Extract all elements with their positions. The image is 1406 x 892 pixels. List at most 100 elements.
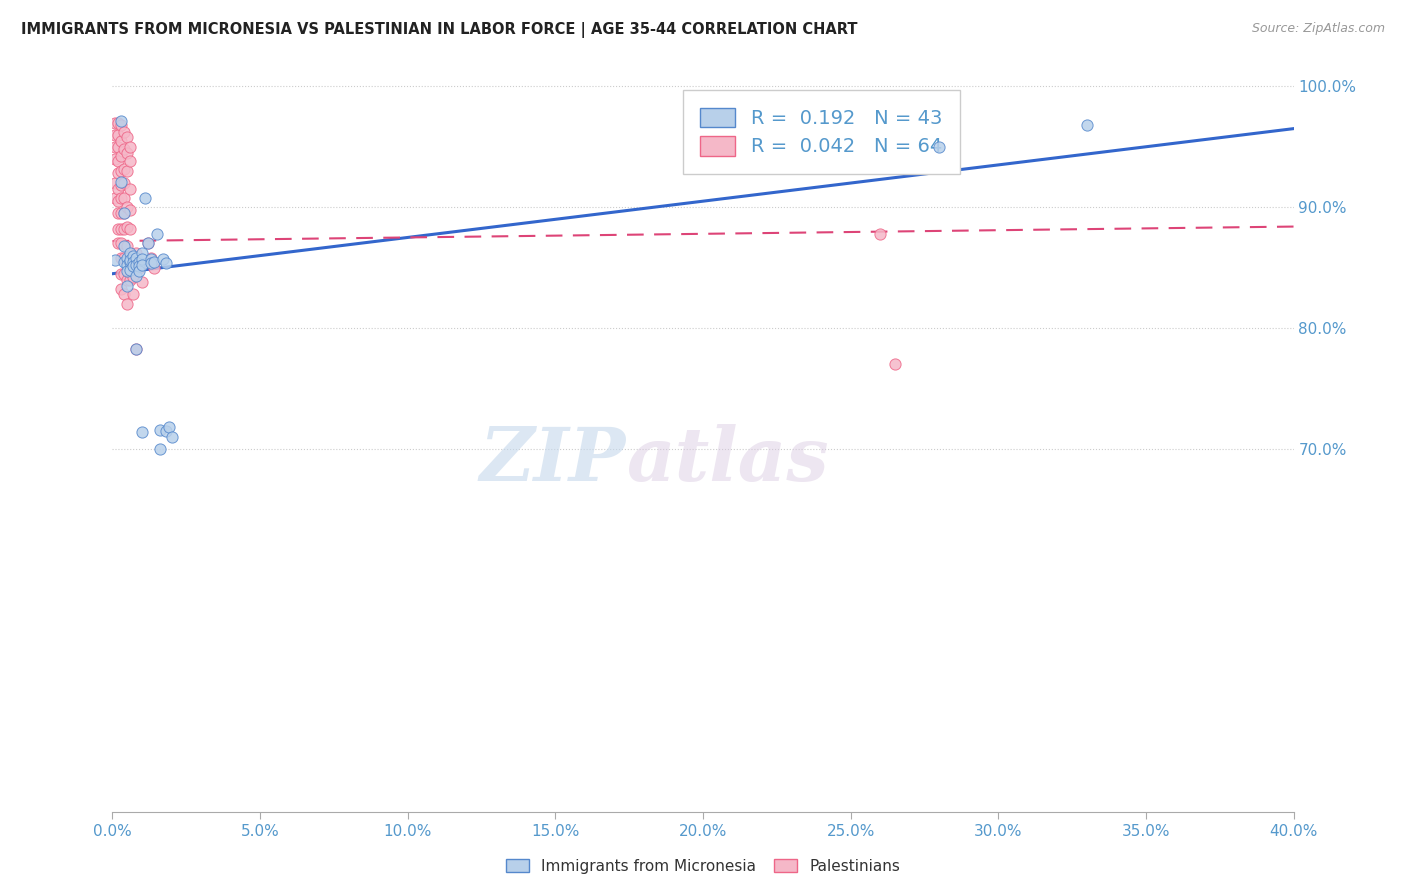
- Point: [120, 202, 142, 217]
- Point: [128, 264, 150, 278]
- Point: [117, 130, 138, 145]
- Point: [107, 128, 129, 142]
- Point: [128, 260, 150, 275]
- Point: [110, 251, 132, 265]
- Point: [131, 258, 153, 272]
- Point: [120, 222, 142, 236]
- Point: [110, 190, 132, 204]
- Point: [107, 182, 129, 196]
- Point: [112, 251, 135, 265]
- Point: [120, 182, 142, 196]
- Point: [117, 219, 138, 234]
- Point: [107, 140, 129, 154]
- Point: [155, 424, 177, 438]
- Point: [104, 128, 127, 142]
- Point: [112, 190, 135, 204]
- Point: [142, 254, 165, 268]
- Point: [122, 249, 145, 263]
- Point: [110, 282, 132, 296]
- Point: [122, 254, 145, 268]
- Point: [110, 164, 132, 178]
- Point: [120, 140, 142, 154]
- Point: [134, 190, 156, 204]
- Point: [131, 246, 153, 260]
- Point: [125, 251, 148, 265]
- Point: [107, 206, 129, 220]
- Point: [107, 166, 129, 180]
- Point: [152, 252, 174, 267]
- Legend: Immigrants from Micronesia, Palestinians: Immigrants from Micronesia, Palestinians: [499, 853, 907, 880]
- Point: [149, 442, 172, 456]
- Point: [107, 222, 129, 236]
- Point: [104, 176, 127, 190]
- Point: [146, 227, 169, 241]
- Point: [117, 145, 138, 160]
- Text: IMMIGRANTS FROM MICRONESIA VS PALESTINIAN IN LABOR FORCE | AGE 35-44 CORRELATION: IMMIGRANTS FROM MICRONESIA VS PALESTINIA…: [21, 22, 858, 38]
- Point: [120, 273, 142, 287]
- Point: [110, 236, 132, 251]
- Point: [131, 252, 153, 267]
- Text: atlas: atlas: [626, 425, 830, 497]
- Point: [112, 176, 135, 190]
- Point: [149, 423, 172, 437]
- Point: [110, 206, 132, 220]
- Text: Source: ZipAtlas.com: Source: ZipAtlas.com: [1251, 22, 1385, 36]
- Point: [120, 253, 142, 268]
- Point: [125, 342, 148, 356]
- Point: [131, 275, 153, 289]
- Point: [125, 258, 148, 272]
- Point: [928, 140, 950, 154]
- Point: [112, 161, 135, 176]
- Point: [107, 154, 129, 169]
- Point: [104, 190, 127, 204]
- Point: [112, 222, 135, 236]
- Point: [107, 236, 129, 251]
- Point: [117, 273, 138, 287]
- Point: [104, 152, 127, 166]
- Point: [110, 222, 132, 236]
- Point: [117, 278, 138, 293]
- Point: [122, 253, 145, 268]
- Point: [136, 236, 159, 251]
- Point: [104, 140, 127, 154]
- Point: [107, 194, 129, 209]
- Point: [117, 251, 138, 265]
- Point: [125, 269, 148, 284]
- Point: [155, 256, 177, 270]
- Point: [104, 253, 127, 268]
- Point: [869, 227, 891, 241]
- Point: [139, 252, 162, 267]
- Point: [117, 258, 138, 272]
- Point: [112, 239, 135, 253]
- Point: [110, 134, 132, 148]
- Point: [122, 260, 145, 274]
- Point: [157, 420, 180, 434]
- Point: [160, 430, 183, 444]
- Point: [110, 118, 132, 132]
- Point: [884, 358, 907, 372]
- Point: [131, 425, 153, 439]
- Point: [1076, 118, 1098, 132]
- Point: [112, 206, 135, 220]
- Point: [110, 114, 132, 128]
- Point: [117, 264, 138, 278]
- Point: [117, 164, 138, 178]
- Point: [139, 256, 162, 270]
- Point: [120, 246, 142, 260]
- Legend: R =  0.192   N = 43, R =  0.042   N = 64: R = 0.192 N = 43, R = 0.042 N = 64: [683, 90, 959, 174]
- Point: [122, 270, 145, 285]
- Point: [112, 206, 135, 220]
- Point: [128, 260, 150, 274]
- Point: [120, 154, 142, 169]
- Point: [125, 246, 148, 260]
- Point: [122, 287, 145, 301]
- Point: [120, 254, 142, 268]
- Point: [110, 178, 132, 193]
- Point: [112, 125, 135, 139]
- Point: [110, 149, 132, 163]
- Point: [128, 254, 150, 268]
- Point: [117, 239, 138, 253]
- Point: [104, 115, 127, 129]
- Point: [110, 267, 132, 281]
- Point: [117, 297, 138, 311]
